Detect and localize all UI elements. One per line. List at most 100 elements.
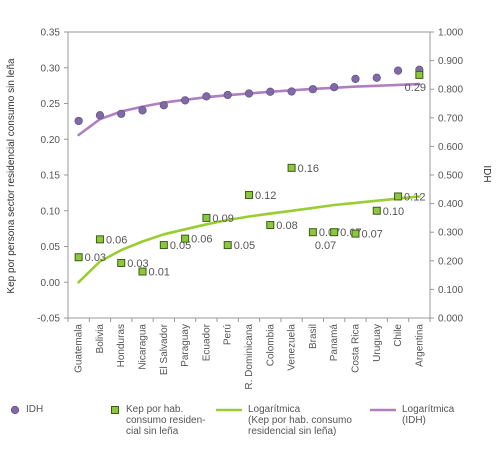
x-category-label: Guatemala <box>74 324 85 373</box>
legend-label: Logarítmica (IDH) <box>402 404 455 426</box>
y-tick-label: 0.10 <box>41 206 61 217</box>
legend-label: Kep por hab. consumo residen- cial sin l… <box>126 404 206 437</box>
kep-data-label: 0.07 <box>361 229 382 241</box>
idh-point <box>74 116 83 126</box>
x-category-label: Nicaragua <box>138 324 149 370</box>
y-tick-label: 0.00 <box>41 278 61 289</box>
kep-point <box>372 206 381 215</box>
y2-tick-label: 0.600 <box>438 142 463 153</box>
data-marks: 0.030.060.030.010.050.060.090.050.120.08… <box>74 65 426 279</box>
kep-point <box>117 258 126 267</box>
y2-tick-label: 0.100 <box>438 285 463 296</box>
idh-point <box>202 92 211 101</box>
kep-point <box>74 253 83 262</box>
x-category-label: Perú <box>223 324 234 345</box>
kep-point <box>245 191 253 200</box>
y2-tick-label: 0.000 <box>438 314 463 325</box>
y2-tick-label: 0.400 <box>438 199 463 210</box>
x-category-label: R. Dominicana <box>244 324 255 390</box>
kep-point <box>159 241 168 250</box>
legend: IDH Kep por hab. consumo residen- cial si… <box>0 404 496 463</box>
x-category-label: Paraguay <box>180 324 191 367</box>
idh-point <box>266 87 275 96</box>
idh-point <box>308 85 317 94</box>
idh-point <box>181 96 190 105</box>
x-category-label: Colombia <box>265 324 276 367</box>
y2-tick-label: 0.700 <box>438 113 463 124</box>
y-tick-label: 0.05 <box>41 242 61 253</box>
legend-label: Logarítmica (Kep por hab. consumo reside… <box>248 404 352 437</box>
kep-data-label: 0.07 <box>315 240 336 252</box>
idh-point <box>330 83 339 92</box>
x-category-label: Brasil <box>308 324 319 349</box>
kep-data-label: 0.12 <box>255 190 276 202</box>
idh-point <box>372 73 381 82</box>
kep-data-label: 0.12 <box>404 191 425 203</box>
x-category-label: Honduras <box>116 324 127 367</box>
y2-tick-label: 0.800 <box>438 85 463 96</box>
y2-tick-label: 0.500 <box>438 171 463 182</box>
trend-lines <box>77 82 421 284</box>
y2-tick-label: 0.200 <box>438 256 463 267</box>
x-axis: Guatemala Bolivia Honduras Nicaragua El Salv… <box>67 318 431 390</box>
kep-point <box>95 235 104 244</box>
kep-point <box>308 228 317 237</box>
kep-point <box>351 229 360 238</box>
legend-circle-swatch <box>10 405 20 415</box>
legend-square-swatch <box>111 406 119 414</box>
kep-point <box>330 228 339 237</box>
kep-trend-line <box>77 195 421 284</box>
kep-data-label: 0.03 <box>85 252 106 264</box>
kep-point <box>138 267 147 276</box>
kep-data-label: 0.09 <box>212 213 233 225</box>
x-category-label: Panamá <box>329 324 340 362</box>
y-axis-left: 0.35 0.30 0.25 0.20 0.15 0.10 0.05 0.00 -0.05 <box>37 28 68 325</box>
idh-point <box>244 89 254 98</box>
kep-data-label: 0.05 <box>170 240 191 252</box>
y-tick-label: 0.30 <box>41 63 61 74</box>
y-tick-label: 0.35 <box>41 28 61 39</box>
kep-point <box>202 213 211 222</box>
y2-tick-label: 0.900 <box>438 56 463 67</box>
legend-line-swatch <box>216 408 242 412</box>
x-category-label: Argentina <box>414 324 425 367</box>
x-category-label: Chile <box>393 324 404 347</box>
y-axis-title: Kep por persona sector residencial consu… <box>6 58 17 294</box>
kep-data-label: 0.06 <box>106 234 127 246</box>
x-category-label: El Salvador <box>159 323 170 375</box>
kep-data-label: 0.06 <box>191 234 212 246</box>
x-category-label: Bolivia <box>95 324 106 354</box>
kep-point <box>266 221 275 230</box>
kep-data-label: 0.29 <box>405 82 426 94</box>
kep-data-label: 0.01 <box>149 267 170 279</box>
legend-item: Logarítmica (Kep por hab. consumo reside… <box>216 404 352 437</box>
y2-tick-label: 1.000 <box>438 28 463 39</box>
idh-point <box>393 66 403 75</box>
kep-data-label: 0.03 <box>127 258 148 270</box>
y-tick-label: 0.20 <box>41 135 61 146</box>
idh-point <box>95 111 105 120</box>
y-tick-label: 0.25 <box>41 99 61 110</box>
kep-point <box>415 70 424 79</box>
y2-axis-title: IDH <box>481 165 492 182</box>
y-tick-label: -0.05 <box>37 314 60 325</box>
kep-point <box>287 163 296 172</box>
y-axis-right: 1.000 0.900 0.800 0.700 0.600 0.500 0.400 0.300… <box>430 28 463 325</box>
kep-data-label: 0.16 <box>298 163 319 175</box>
kep-data-label: 0.05 <box>234 240 255 252</box>
idh-point <box>223 90 232 100</box>
idh-point <box>138 106 147 115</box>
kep-data-label: 0.10 <box>383 206 404 218</box>
chart: 0.35 0.30 0.25 0.20 0.15 0.10 0.05 0.00 -0.05 1.… <box>6 28 492 390</box>
kep-point <box>181 234 190 243</box>
kep-data-label: 0.08 <box>276 220 297 232</box>
kep-point <box>394 192 403 201</box>
kep-point <box>223 241 232 250</box>
legend-item: Kep por hab. consumo residen- cial sin l… <box>110 404 205 437</box>
x-category-label: Ecuador <box>201 323 212 361</box>
legend-item: IDH <box>10 404 43 415</box>
x-category-label: Venezuela <box>287 324 298 371</box>
idh-point <box>287 87 296 96</box>
y2-tick-label: 0.300 <box>438 228 463 239</box>
legend-label: IDH <box>26 404 44 415</box>
